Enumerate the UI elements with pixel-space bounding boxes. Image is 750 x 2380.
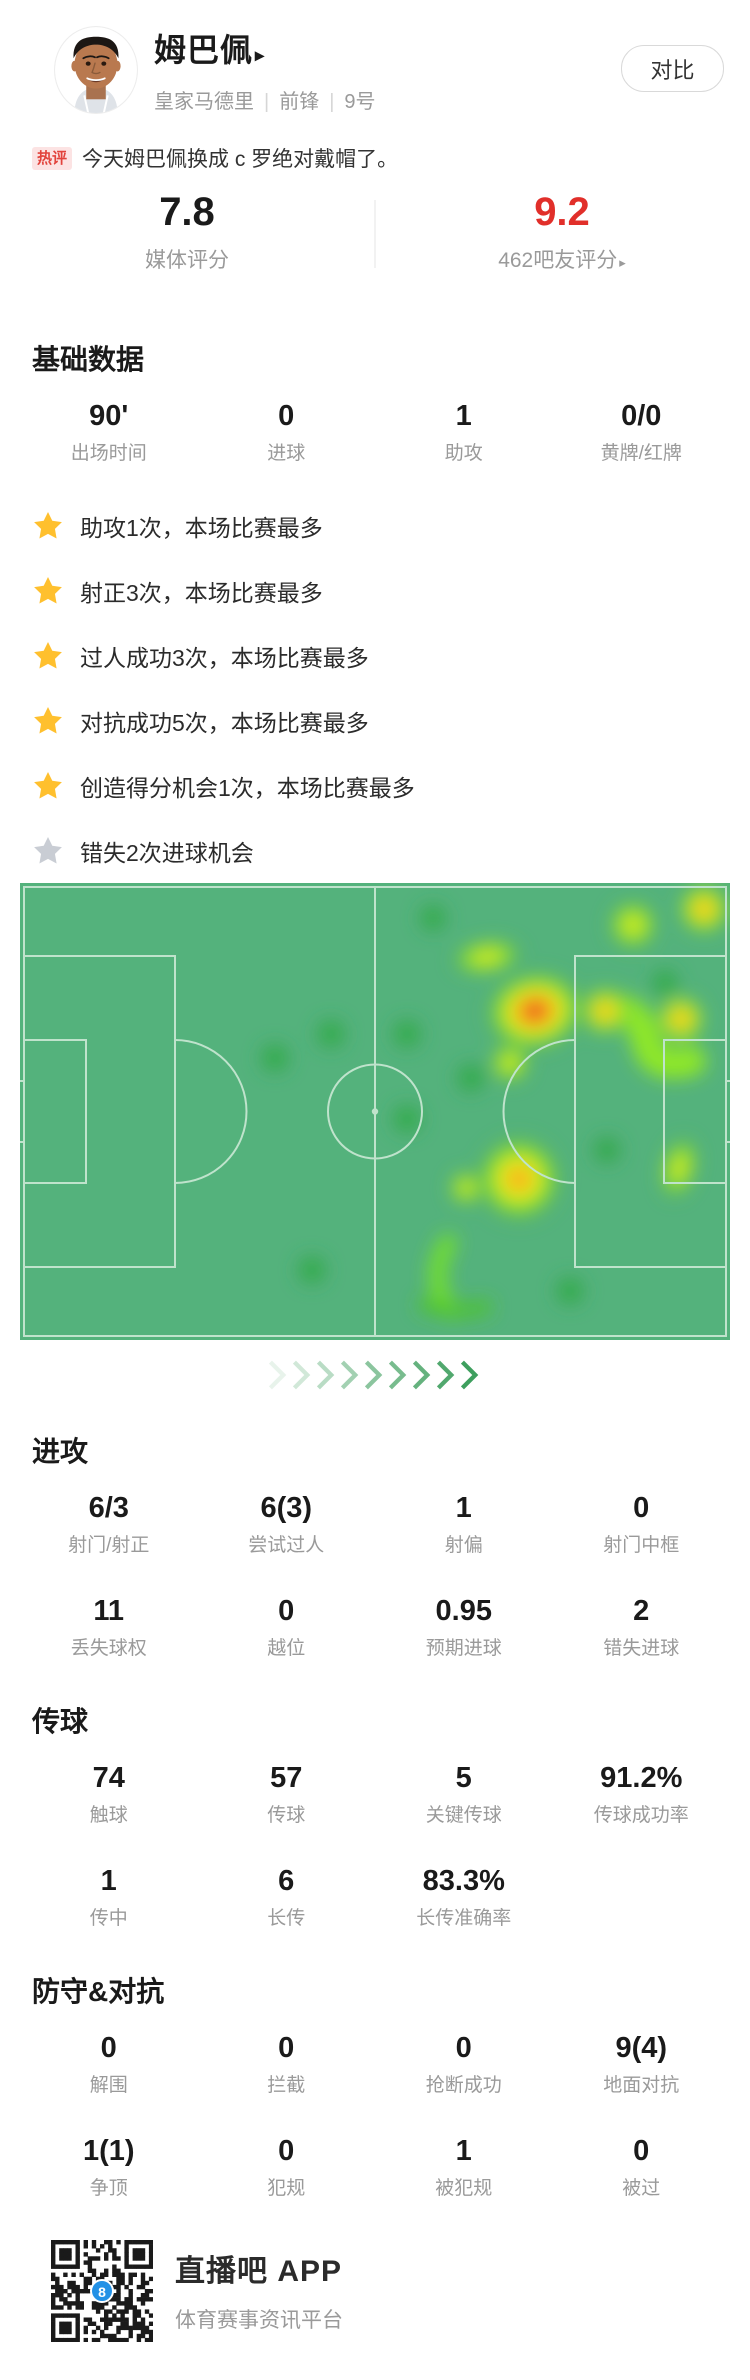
- svg-text:8: 8: [98, 2284, 106, 2300]
